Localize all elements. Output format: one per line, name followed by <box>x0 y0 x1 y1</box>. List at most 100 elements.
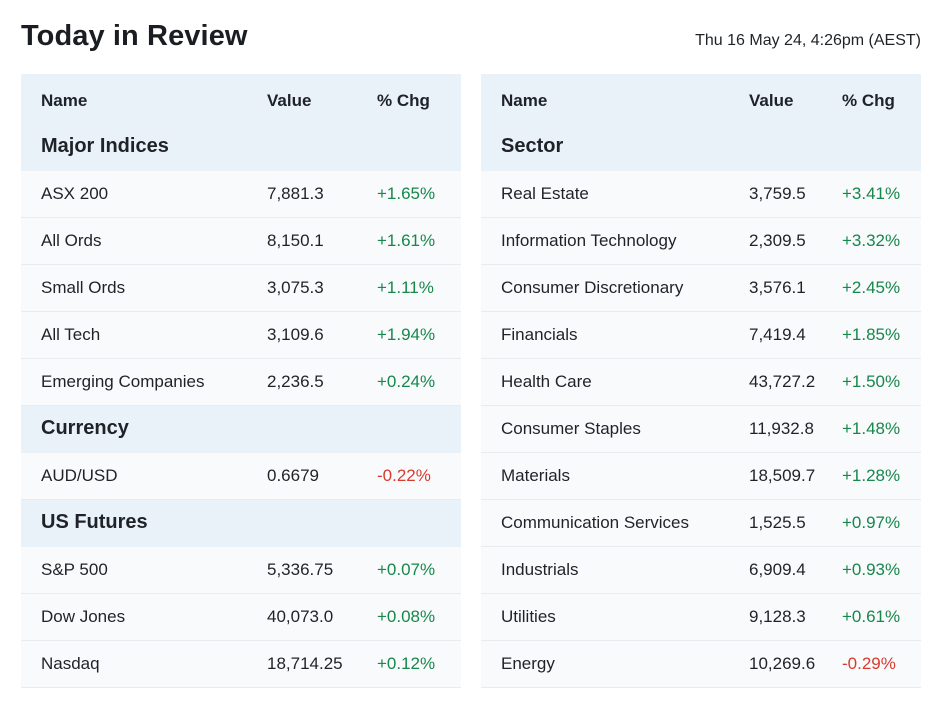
section-header: Currency <box>21 406 461 453</box>
table-row[interactable]: AUD/USD 0.6679 -0.22% <box>21 453 461 500</box>
row-name[interactable]: Communication Services <box>501 513 690 532</box>
page-title: Today in Review <box>21 20 248 52</box>
row-change: +0.07% <box>377 560 436 579</box>
table-row[interactable]: Materials 18,509.7 +1.28% <box>481 453 921 500</box>
column-header-change[interactable]: % Chg <box>842 91 895 110</box>
row-value: 7,419.4 <box>749 325 806 344</box>
row-change: +0.93% <box>842 560 901 579</box>
row-name[interactable]: Health Care <box>501 372 592 391</box>
sector-table: Name Value % Chg Sector Real Estate 3,759.… <box>481 74 921 688</box>
row-change: +3.41% <box>842 184 901 203</box>
row-name[interactable]: All Tech <box>41 325 101 344</box>
row-name[interactable]: Consumer Discretionary <box>501 278 684 297</box>
row-value: 0.6679 <box>267 466 319 485</box>
table-row[interactable]: Nasdaq 18,714.25 +0.12% <box>21 641 461 688</box>
column-header-change[interactable]: % Chg <box>377 91 430 110</box>
row-value: 43,727.2 <box>749 372 816 391</box>
row-value: 11,932.8 <box>749 419 814 438</box>
table-row[interactable]: Financials 7,419.4 +1.85% <box>481 312 921 359</box>
row-value: 2,309.5 <box>749 231 806 250</box>
row-value: 8,150.1 <box>267 231 324 250</box>
table-row[interactable]: Industrials 6,909.4 +0.93% <box>481 547 921 594</box>
row-value: 3,075.3 <box>267 278 324 297</box>
row-name[interactable]: Emerging Companies <box>41 372 205 391</box>
column-header-value[interactable]: Value <box>267 91 312 110</box>
timestamp: Thu 16 May 24, 4:26pm (AEST) <box>695 32 921 49</box>
row-value: 1,525.5 <box>749 513 806 532</box>
table-row[interactable]: Communication Services 1,525.5 +0.97% <box>481 500 921 547</box>
table-row[interactable]: Dow Jones 40,073.0 +0.08% <box>21 594 461 641</box>
section-title: Major Indices <box>41 135 169 157</box>
row-value: 7,881.3 <box>267 184 324 203</box>
row-change: +0.61% <box>842 607 901 626</box>
row-value: 2,236.5 <box>267 372 324 391</box>
section-title: US Futures <box>41 511 148 533</box>
row-change: +2.45% <box>842 278 901 297</box>
row-name[interactable]: ASX 200 <box>41 184 109 203</box>
table-row[interactable]: Information Technology 2,309.5 +3.32% <box>481 218 921 265</box>
table-row[interactable]: All Tech 3,109.6 +1.94% <box>21 312 461 359</box>
page-header: Today in Review Thu 16 May 24, 4:26pm (A… <box>21 0 921 74</box>
row-name[interactable]: S&P 500 <box>41 560 108 579</box>
row-name[interactable]: Information Technology <box>501 231 677 250</box>
row-value: 3,109.6 <box>267 325 324 344</box>
row-value: 5,336.75 <box>267 560 334 579</box>
row-name[interactable]: Energy <box>501 654 555 673</box>
row-change: +1.65% <box>377 184 436 203</box>
row-change: +1.50% <box>842 372 901 391</box>
column-header-row: Name Value % Chg <box>21 74 461 124</box>
table-row[interactable]: Health Care 43,727.2 +1.50% <box>481 359 921 406</box>
row-value: 18,509.7 <box>749 466 816 485</box>
row-value: 3,759.5 <box>749 184 806 203</box>
row-value: 10,269.6 <box>749 654 816 673</box>
row-value: 3,576.1 <box>749 278 806 297</box>
section-header: Sector <box>481 124 921 171</box>
row-value: 40,073.0 <box>267 607 334 626</box>
table-row[interactable]: All Ords 8,150.1 +1.61% <box>21 218 461 265</box>
table-row[interactable]: ASX 200 7,881.3 +1.65% <box>21 171 461 218</box>
row-name[interactable]: Small Ords <box>41 278 126 297</box>
row-change: +1.28% <box>842 466 901 485</box>
row-change: +1.94% <box>377 325 436 344</box>
column-header-name[interactable]: Name <box>501 91 548 110</box>
row-change: -0.29% <box>842 654 896 673</box>
row-value: 6,909.4 <box>749 560 806 579</box>
row-name[interactable]: Industrials <box>501 560 579 579</box>
table-row[interactable]: Small Ords 3,075.3 +1.11% <box>21 265 461 312</box>
section-header: US Futures <box>21 500 461 547</box>
row-change: +1.61% <box>377 231 436 250</box>
row-change: +0.08% <box>377 607 436 626</box>
table-row[interactable]: Emerging Companies 2,236.5 +0.24% <box>21 359 461 406</box>
section-header: Major Indices <box>21 124 461 171</box>
row-value: 18,714.25 <box>267 654 343 673</box>
row-change: +0.12% <box>377 654 436 673</box>
table-row[interactable]: Energy 10,269.6 -0.29% <box>481 641 921 688</box>
row-name[interactable]: AUD/USD <box>41 466 118 485</box>
table-row[interactable]: Utilities 9,128.3 +0.61% <box>481 594 921 641</box>
column-header-name[interactable]: Name <box>41 91 88 110</box>
row-value: 9,128.3 <box>749 607 806 626</box>
row-change: +1.85% <box>842 325 901 344</box>
row-name[interactable]: Materials <box>501 466 570 485</box>
market-indices-table: Name Value % Chg Major Indices ASX 200 7,8… <box>21 74 461 688</box>
table-row[interactable]: Consumer Staples 11,932.8 +1.48% <box>481 406 921 453</box>
row-change: +1.11% <box>377 278 434 297</box>
table-row[interactable]: Real Estate 3,759.5 +3.41% <box>481 171 921 218</box>
row-change: -0.22% <box>377 466 431 485</box>
row-name[interactable]: Real Estate <box>501 184 589 203</box>
row-name[interactable]: Nasdaq <box>41 654 100 673</box>
table-row[interactable]: S&P 500 5,336.75 +0.07% <box>21 547 461 594</box>
row-change: +3.32% <box>842 231 901 250</box>
row-name[interactable]: Consumer Staples <box>501 419 641 438</box>
column-header-row: Name Value % Chg <box>481 74 921 124</box>
column-header-value[interactable]: Value <box>749 91 794 110</box>
row-name[interactable]: Financials <box>501 325 578 344</box>
table-row[interactable]: Consumer Discretionary 3,576.1 +2.45% <box>481 265 921 312</box>
row-change: +1.48% <box>842 419 901 438</box>
row-name[interactable]: Dow Jones <box>41 607 126 626</box>
row-name[interactable]: All Ords <box>41 231 102 250</box>
row-name[interactable]: Utilities <box>501 607 556 626</box>
row-change: +0.24% <box>377 372 436 391</box>
row-change: +0.97% <box>842 513 901 532</box>
section-title: Currency <box>41 417 129 439</box>
